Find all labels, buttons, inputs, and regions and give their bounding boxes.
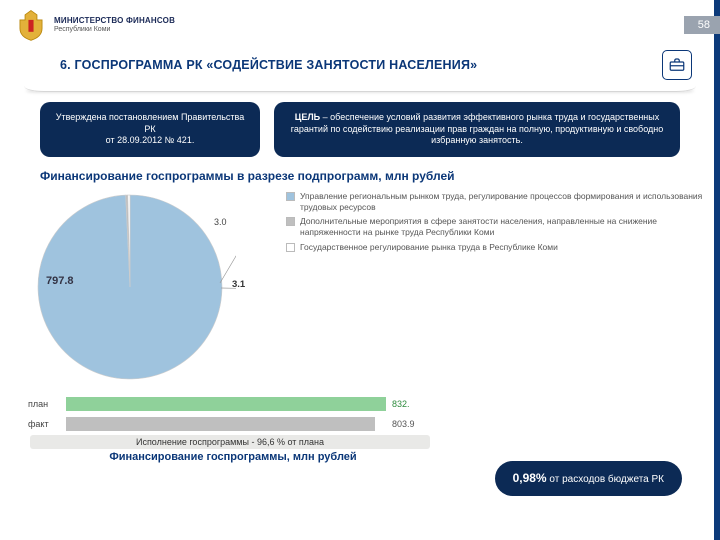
budget-rest: от расходов бюджета РК [547, 474, 664, 485]
coat-of-arms-icon [14, 8, 48, 42]
legend-item: Дополнительные мероприятия в сфере занят… [286, 216, 710, 237]
legend-item: Управление региональным рынком труда, ре… [286, 191, 710, 212]
bar-track [66, 397, 386, 411]
ministry-line1: МИНИСТЕРСТВО ФИНАНСОВ [54, 17, 175, 25]
pie-subheading: Финансирование госпрограммы в разрезе по… [0, 167, 720, 187]
pie-label-small-2: 3.1 [232, 279, 245, 290]
budget-share-pill: 0,98% от расходов бюджета РК [495, 461, 682, 496]
pie-label-main: 797.8 [46, 275, 74, 287]
bar-axis-label: план [20, 399, 66, 409]
bar-row: план 832. [20, 395, 700, 413]
budget-percent: 0,98% [513, 471, 547, 485]
pie-label-small-1: 3.0 [214, 217, 227, 227]
legend-text: Дополнительные мероприятия в сфере занят… [300, 216, 710, 237]
bar-chart-zone: план 832. факт 803.9 Исполнение госпрограмм… [0, 387, 720, 463]
header: МИНИСТЕРСТВО ФИНАНСОВ Республики Коми [0, 0, 720, 46]
bar-value-label: 832. [392, 399, 410, 409]
goal-label: ЦЕЛЬ [295, 112, 320, 122]
bar-fill [66, 417, 375, 431]
bar-row: факт 803.9 [20, 415, 700, 433]
legend-swatch [286, 192, 295, 201]
bar-axis-label: факт [20, 419, 66, 429]
ministry-line2: Республики Коми [54, 26, 175, 33]
pie-chart-zone: 797.8 3.0 3.1 Управление региональным ры… [0, 187, 720, 387]
goal-text: – обеспечение условий развития эффективн… [291, 112, 664, 145]
legend-item: Государственное регулирование рынка труд… [286, 242, 710, 253]
title-underline [24, 86, 696, 92]
info-boxes: Утверждена постановлением Правительства … [0, 102, 720, 167]
briefcase-icon [662, 50, 692, 80]
pie-legend: Управление региональным рынком труда, ре… [286, 191, 710, 256]
bar-subtitle: Финансирование госпрограммы, млн рублей [28, 451, 438, 463]
legend-text: Государственное регулирование рынка труд… [300, 242, 558, 253]
approved-box: Утверждена постановлением Правительства … [40, 102, 260, 157]
legend-text: Управление региональным рынком труда, ре… [300, 191, 710, 212]
approved-text: Утверждена постановлением Правительства … [56, 112, 244, 145]
page-title: 6. ГОСПРОГРАММА РК «СОДЕЙСТВИЕ ЗАНЯТОСТИ… [60, 58, 662, 72]
page-number-badge: 58 [684, 16, 720, 34]
ministry-block: МИНИСТЕРСТВО ФИНАНСОВ Республики Коми [54, 17, 175, 33]
bar-chart: план 832. факт 803.9 [20, 395, 700, 433]
bar-track [66, 417, 386, 431]
bar-caption: Исполнение госпрограммы - 96,6 % от план… [30, 435, 430, 449]
bar-fill [66, 397, 386, 411]
goal-box: ЦЕЛЬ – обеспечение условий развития эффе… [274, 102, 680, 157]
title-row: 6. ГОСПРОГРАММА РК «СОДЕЙСТВИЕ ЗАНЯТОСТИ… [0, 46, 720, 86]
legend-swatch [286, 243, 295, 252]
bar-value-label: 803.9 [392, 419, 415, 429]
legend-swatch [286, 217, 295, 226]
